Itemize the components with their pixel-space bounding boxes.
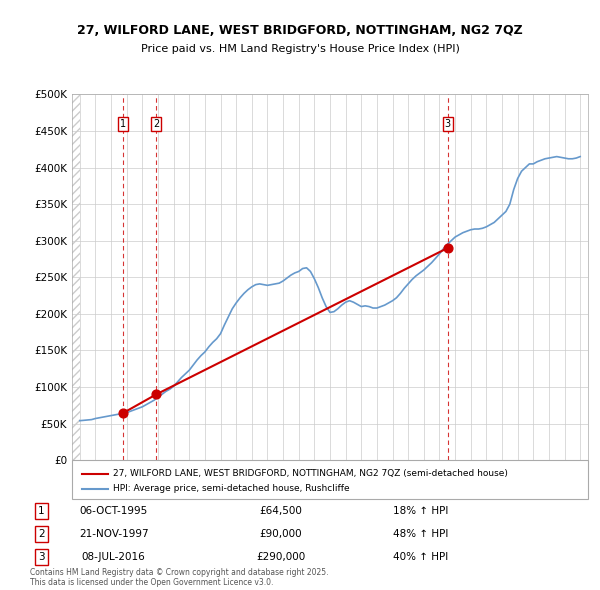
Text: 1: 1 xyxy=(38,506,44,516)
Text: 48% ↑ HPI: 48% ↑ HPI xyxy=(393,529,448,539)
Text: 40% ↑ HPI: 40% ↑ HPI xyxy=(393,552,448,562)
Point xyxy=(118,408,128,418)
Point xyxy=(151,389,161,399)
Text: £64,500: £64,500 xyxy=(260,506,302,516)
Text: 27, WILFORD LANE, WEST BRIDGFORD, NOTTINGHAM, NG2 7QZ (semi-detached house): 27, WILFORD LANE, WEST BRIDGFORD, NOTTIN… xyxy=(113,469,508,478)
FancyBboxPatch shape xyxy=(72,460,588,499)
Text: 06-OCT-1995: 06-OCT-1995 xyxy=(80,506,148,516)
Text: 1: 1 xyxy=(120,119,126,129)
Bar xyxy=(72,94,80,460)
Text: 18% ↑ HPI: 18% ↑ HPI xyxy=(393,506,448,516)
Text: 3: 3 xyxy=(38,552,44,562)
Text: Price paid vs. HM Land Registry's House Price Index (HPI): Price paid vs. HM Land Registry's House … xyxy=(140,44,460,54)
Text: 3: 3 xyxy=(445,119,451,129)
Text: 2: 2 xyxy=(153,119,160,129)
Text: £90,000: £90,000 xyxy=(260,529,302,539)
Text: £290,000: £290,000 xyxy=(256,552,306,562)
Point xyxy=(443,243,452,253)
Text: 27, WILFORD LANE, WEST BRIDGFORD, NOTTINGHAM, NG2 7QZ: 27, WILFORD LANE, WEST BRIDGFORD, NOTTIN… xyxy=(77,24,523,37)
Text: HPI: Average price, semi-detached house, Rushcliffe: HPI: Average price, semi-detached house,… xyxy=(113,484,350,493)
Text: 08-JUL-2016: 08-JUL-2016 xyxy=(82,552,146,562)
Text: Contains HM Land Registry data © Crown copyright and database right 2025.
This d: Contains HM Land Registry data © Crown c… xyxy=(30,568,329,587)
Text: 21-NOV-1997: 21-NOV-1997 xyxy=(79,529,149,539)
Text: 2: 2 xyxy=(38,529,44,539)
